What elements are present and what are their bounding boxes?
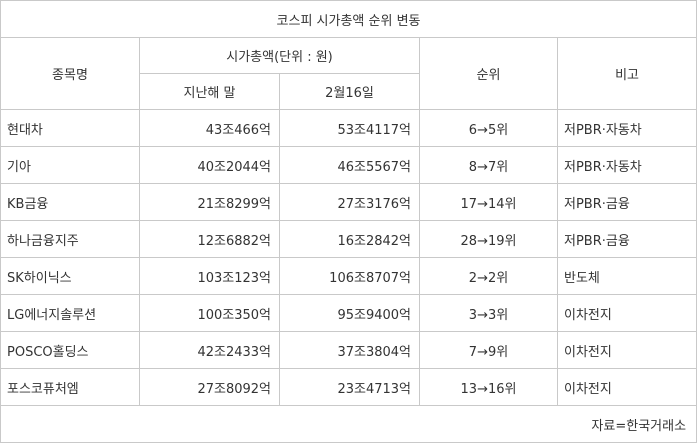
note: 이차전지	[556, 368, 697, 406]
rank-change: 6→5위	[419, 109, 558, 147]
stock-name: SK하이닉스	[0, 257, 140, 295]
stock-name: POSCO홀딩스	[0, 331, 140, 369]
cap-feb16: 27조3176억	[279, 183, 420, 221]
note: 저PBR·자동차	[556, 109, 697, 147]
rank-change: 2→2위	[419, 257, 558, 295]
stock-name: 포스코퓨처엠	[0, 368, 140, 406]
header-note: 비고	[556, 37, 697, 110]
header-market-cap: 시가총액(단위 : 원)	[139, 37, 420, 74]
table-title: 코스피 시가총액 순위 변동	[0, 0, 697, 38]
note: 이차전지	[556, 331, 697, 369]
table-row: POSCO홀딩스 42조2433억 37조3804억 7→9위 이차전지	[0, 331, 697, 369]
note: 저PBR·자동차	[556, 146, 697, 184]
stock-name: 현대차	[0, 109, 140, 147]
cap-prev: 27조8092억	[139, 368, 280, 406]
note: 저PBR·금융	[556, 183, 697, 221]
stock-name: 기아	[0, 146, 140, 184]
cap-prev: 42조2433억	[139, 331, 280, 369]
table-row: KB금융 21조8299억 27조3176억 17→14위 저PBR·금융	[0, 183, 697, 221]
cap-prev: 40조2044억	[139, 146, 280, 184]
rank-change: 3→3위	[419, 294, 558, 332]
table-row: 기아 40조2044억 46조5567억 8→7위 저PBR·자동차	[0, 146, 697, 184]
rank-change: 17→14위	[419, 183, 558, 221]
source-note: 자료=한국거래소	[0, 405, 697, 443]
cap-prev: 100조350억	[139, 294, 280, 332]
cap-feb16: 23조4713억	[279, 368, 420, 406]
table-row: 현대차 43조466억 53조4117억 6→5위 저PBR·자동차	[0, 109, 697, 147]
rank-change: 28→19위	[419, 220, 558, 258]
header-prev-year-end: 지난해 말	[139, 73, 280, 110]
rank-change: 13→16위	[419, 368, 558, 406]
table-row: 하나금융지주 12조6882억 16조2842억 28→19위 저PBR·금융	[0, 220, 697, 258]
header-name: 종목명	[0, 37, 140, 110]
note: 반도체	[556, 257, 697, 295]
header-feb16: 2월16일	[279, 73, 420, 110]
stock-name: KB금융	[0, 183, 140, 221]
note: 이차전지	[556, 294, 697, 332]
cap-feb16: 37조3804억	[279, 331, 420, 369]
cap-feb16: 16조2842억	[279, 220, 420, 258]
header-rank: 순위	[419, 37, 558, 110]
note: 저PBR·금융	[556, 220, 697, 258]
cap-feb16: 106조8707억	[279, 257, 420, 295]
table-row: SK하이닉스 103조123억 106조8707억 2→2위 반도체	[0, 257, 697, 295]
cap-prev: 21조8299억	[139, 183, 280, 221]
table-row: 포스코퓨처엠 27조8092억 23조4713억 13→16위 이차전지	[0, 368, 697, 406]
stock-name: LG에너지솔루션	[0, 294, 140, 332]
cap-feb16: 46조5567억	[279, 146, 420, 184]
cap-feb16: 53조4117억	[279, 109, 420, 147]
rank-change: 7→9위	[419, 331, 558, 369]
cap-feb16: 95조9400억	[279, 294, 420, 332]
cap-prev: 103조123억	[139, 257, 280, 295]
stock-name: 하나금융지주	[0, 220, 140, 258]
cap-prev: 12조6882억	[139, 220, 280, 258]
cap-prev: 43조466억	[139, 109, 280, 147]
table-row: LG에너지솔루션 100조350억 95조9400억 3→3위 이차전지	[0, 294, 697, 332]
rank-change: 8→7위	[419, 146, 558, 184]
